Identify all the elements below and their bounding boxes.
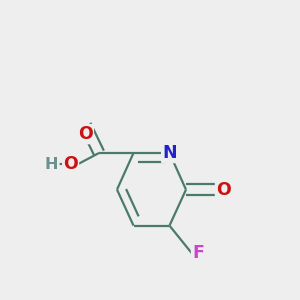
Text: N: N xyxy=(162,144,177,162)
Text: H: H xyxy=(45,157,58,172)
Text: O: O xyxy=(78,125,93,143)
Text: O: O xyxy=(216,181,231,199)
Text: O: O xyxy=(63,155,78,173)
Text: F: F xyxy=(192,244,204,262)
